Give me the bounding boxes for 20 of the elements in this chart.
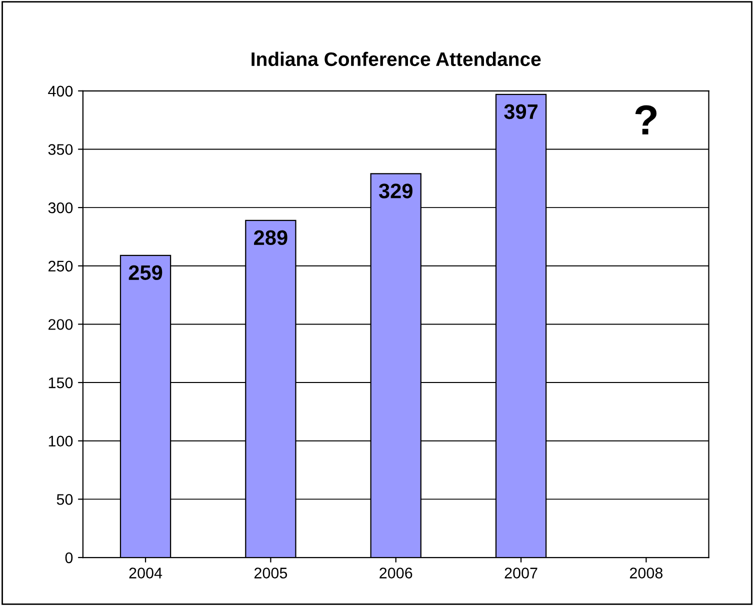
data-label: 259 xyxy=(128,265,162,280)
data-label: 397 xyxy=(504,104,538,120)
chart-title: Indiana Conference Attendance xyxy=(252,52,541,66)
data-label: 329 xyxy=(378,184,412,198)
x-tick-label: 2007 xyxy=(504,568,538,578)
y-tick-label: 100 xyxy=(48,436,73,447)
y-tick-label: 400 xyxy=(48,86,73,97)
y-tick-label: 300 xyxy=(48,202,73,214)
y-tick-label: 350 xyxy=(48,144,73,155)
x-tick-label: 2004 xyxy=(129,568,162,578)
x-tick-label: 2005 xyxy=(254,568,288,578)
data-label: 289 xyxy=(254,230,288,246)
y-tick-label: 200 xyxy=(48,319,73,330)
annotation: ? xyxy=(635,105,657,134)
y-tick-label: 0 xyxy=(65,552,73,564)
y-tick-label: 150 xyxy=(48,377,73,388)
y-tick-label: 50 xyxy=(56,494,73,505)
x-tick-label: 2008 xyxy=(630,568,663,578)
x-tick-label: 2006 xyxy=(380,568,412,578)
y-tick-label: 250 xyxy=(48,260,73,272)
